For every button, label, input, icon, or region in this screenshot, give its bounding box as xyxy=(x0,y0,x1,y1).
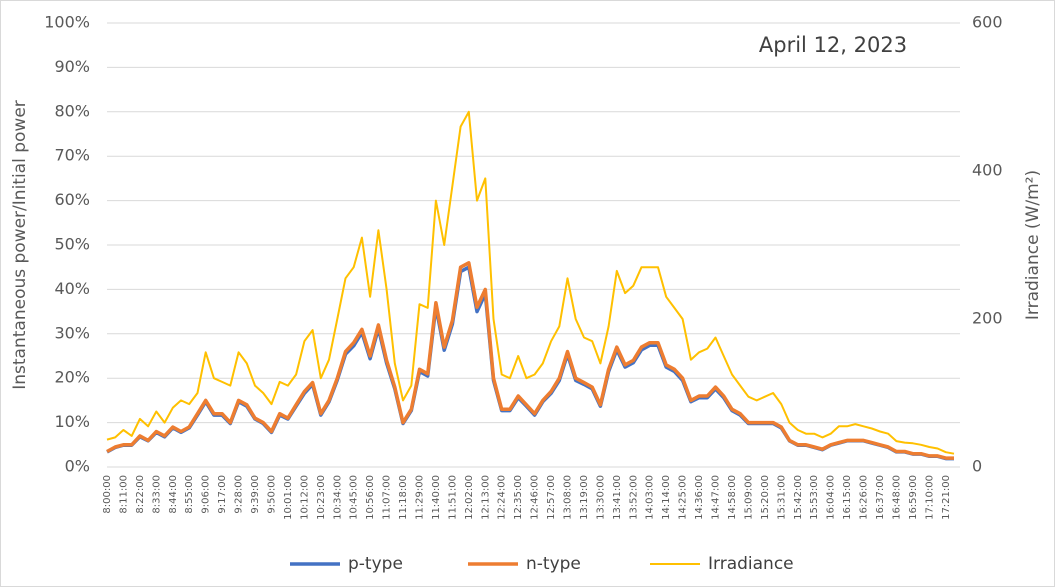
y-axis-title: Instantaneous power/Initial power xyxy=(10,100,30,390)
x-tick-label: 8:44:00 xyxy=(168,475,179,514)
y-tick-label: 60% xyxy=(54,190,90,209)
y2-axis-title: Irradiance (W/m²) xyxy=(1023,170,1043,320)
x-tick-label: 13:41:00 xyxy=(612,475,623,520)
x-tick-label: 15:31:00 xyxy=(776,475,787,520)
x-tick-label: 14:14:00 xyxy=(661,475,672,520)
x-tick-label: 9:28:00 xyxy=(234,475,245,514)
x-tick-label: 10:45:00 xyxy=(349,475,360,520)
x-tick-label: 14:25:00 xyxy=(678,475,689,520)
y2-tick-label: 400 xyxy=(972,161,1003,180)
x-tick-label: 8:33:00 xyxy=(151,475,162,514)
x-tick-label: 16:15:00 xyxy=(842,475,853,520)
x-tick-label: 16:04:00 xyxy=(826,475,837,520)
y-tick-label: 80% xyxy=(54,101,90,120)
x-tick-label: 13:08:00 xyxy=(563,475,574,520)
x-tick-label: 10:23:00 xyxy=(316,475,327,520)
x-tick-label: 12:13:00 xyxy=(480,475,491,520)
x-tick-label: 11:18:00 xyxy=(398,475,409,520)
x-tick-label: 13:19:00 xyxy=(579,475,590,520)
x-tick-label: 10:34:00 xyxy=(332,475,343,520)
x-tick-label: 8:55:00 xyxy=(184,475,195,514)
y2-tick-label: 600 xyxy=(972,13,1003,32)
x-tick-label: 16:48:00 xyxy=(891,475,902,520)
x-tick-label: 9:50:00 xyxy=(266,475,277,514)
x-tick-label: 11:51:00 xyxy=(447,475,458,520)
x-tick-label: 15:42:00 xyxy=(793,475,804,520)
x-tick-label: 15:53:00 xyxy=(809,475,820,520)
x-tick-label: 16:37:00 xyxy=(875,475,886,520)
x-tick-label: 14:03:00 xyxy=(645,475,656,520)
x-tick-label: 8:00:00 xyxy=(102,475,113,514)
x-tick-label: 13:52:00 xyxy=(628,475,639,520)
x-tick-label: 10:01:00 xyxy=(283,475,294,520)
x-tick-label: 8:22:00 xyxy=(135,475,146,514)
x-tick-label: 13:30:00 xyxy=(595,475,606,520)
y2-tick-label: 200 xyxy=(972,309,1003,328)
x-tick-label: 12:57:00 xyxy=(546,475,557,520)
y-tick-label: 10% xyxy=(54,412,90,431)
x-tick-label: 17:21:00 xyxy=(941,475,952,520)
x-tick-label: 15:20:00 xyxy=(760,475,771,520)
x-tick-label: 10:12:00 xyxy=(299,475,310,520)
series-line xyxy=(106,110,955,455)
x-tick-label: 11:07:00 xyxy=(382,475,393,520)
y-tick-label: 70% xyxy=(54,146,90,165)
x-tick-label: 12:46:00 xyxy=(530,475,541,520)
x-tick-label: 14:36:00 xyxy=(694,475,705,520)
y-tick-label: 90% xyxy=(54,57,90,76)
y-tick-label: 20% xyxy=(54,368,90,387)
x-tick-label: 12:02:00 xyxy=(464,475,475,520)
series-line xyxy=(106,261,954,460)
x-tick-label: 16:59:00 xyxy=(908,475,919,520)
y-tick-label: 0% xyxy=(65,457,90,476)
x-tick-label: 10:56:00 xyxy=(365,475,376,520)
y-tick-label: 100% xyxy=(44,13,90,32)
x-tick-label: 11:40:00 xyxy=(431,475,442,520)
x-tick-label: 14:47:00 xyxy=(711,475,722,520)
y-tick-label: 30% xyxy=(54,323,90,342)
x-tick-label: 8:11:00 xyxy=(118,475,129,514)
y2-tick-label: 0 xyxy=(972,457,982,476)
x-tick-label: 15:09:00 xyxy=(743,475,754,520)
x-tick-label: 12:24:00 xyxy=(497,475,508,520)
x-tick-label: 11:29:00 xyxy=(414,475,425,520)
legend-label: n-type xyxy=(526,554,581,574)
annotation: April 12, 2023 xyxy=(759,33,907,57)
y-tick-label: 50% xyxy=(54,235,90,254)
x-tick-label: 9:06:00 xyxy=(201,475,212,514)
x-tick-label: 9:17:00 xyxy=(217,475,228,514)
legend-label: Irradiance xyxy=(708,554,794,574)
y-tick-label: 40% xyxy=(54,279,90,298)
x-tick-label: 14:58:00 xyxy=(727,475,738,520)
x-tick-label: 12:35:00 xyxy=(513,475,524,520)
x-tick-label: 9:39:00 xyxy=(250,475,261,514)
legend-label: p-type xyxy=(348,554,403,574)
x-tick-label: 16:26:00 xyxy=(859,475,870,520)
x-tick-label: 17:10:00 xyxy=(924,475,935,520)
